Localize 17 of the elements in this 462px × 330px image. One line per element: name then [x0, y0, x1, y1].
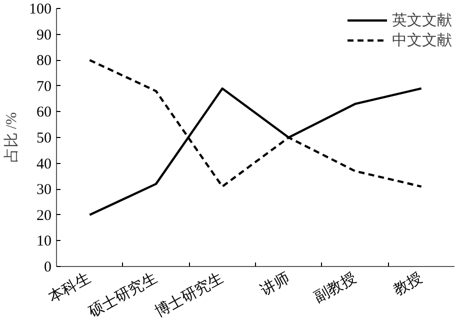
x-tick-label: 讲师: [258, 270, 292, 299]
y-tick-label: 20: [36, 208, 52, 224]
legend-label: 中文文献: [392, 32, 452, 50]
y-tick-label: 50: [36, 130, 52, 146]
y-tick-label: 90: [36, 27, 52, 44]
y-tick-label: 70: [36, 78, 52, 95]
x-tick-label: 副教授: [311, 270, 359, 306]
legend-label: 英文文献: [392, 12, 452, 30]
y-tick-label: 10: [36, 234, 52, 250]
y-tick-label: 30: [36, 182, 52, 198]
y-tick-label: 60: [36, 104, 52, 121]
y-tick-label: 40: [36, 156, 52, 172]
y-tick-label: 0: [44, 260, 52, 276]
x-tick-label: 教授: [390, 270, 426, 299]
y-tick-label: 100: [29, 2, 52, 18]
y-tick-label: 80: [36, 53, 52, 70]
y-axis-title: 占比 /%: [3, 112, 20, 163]
